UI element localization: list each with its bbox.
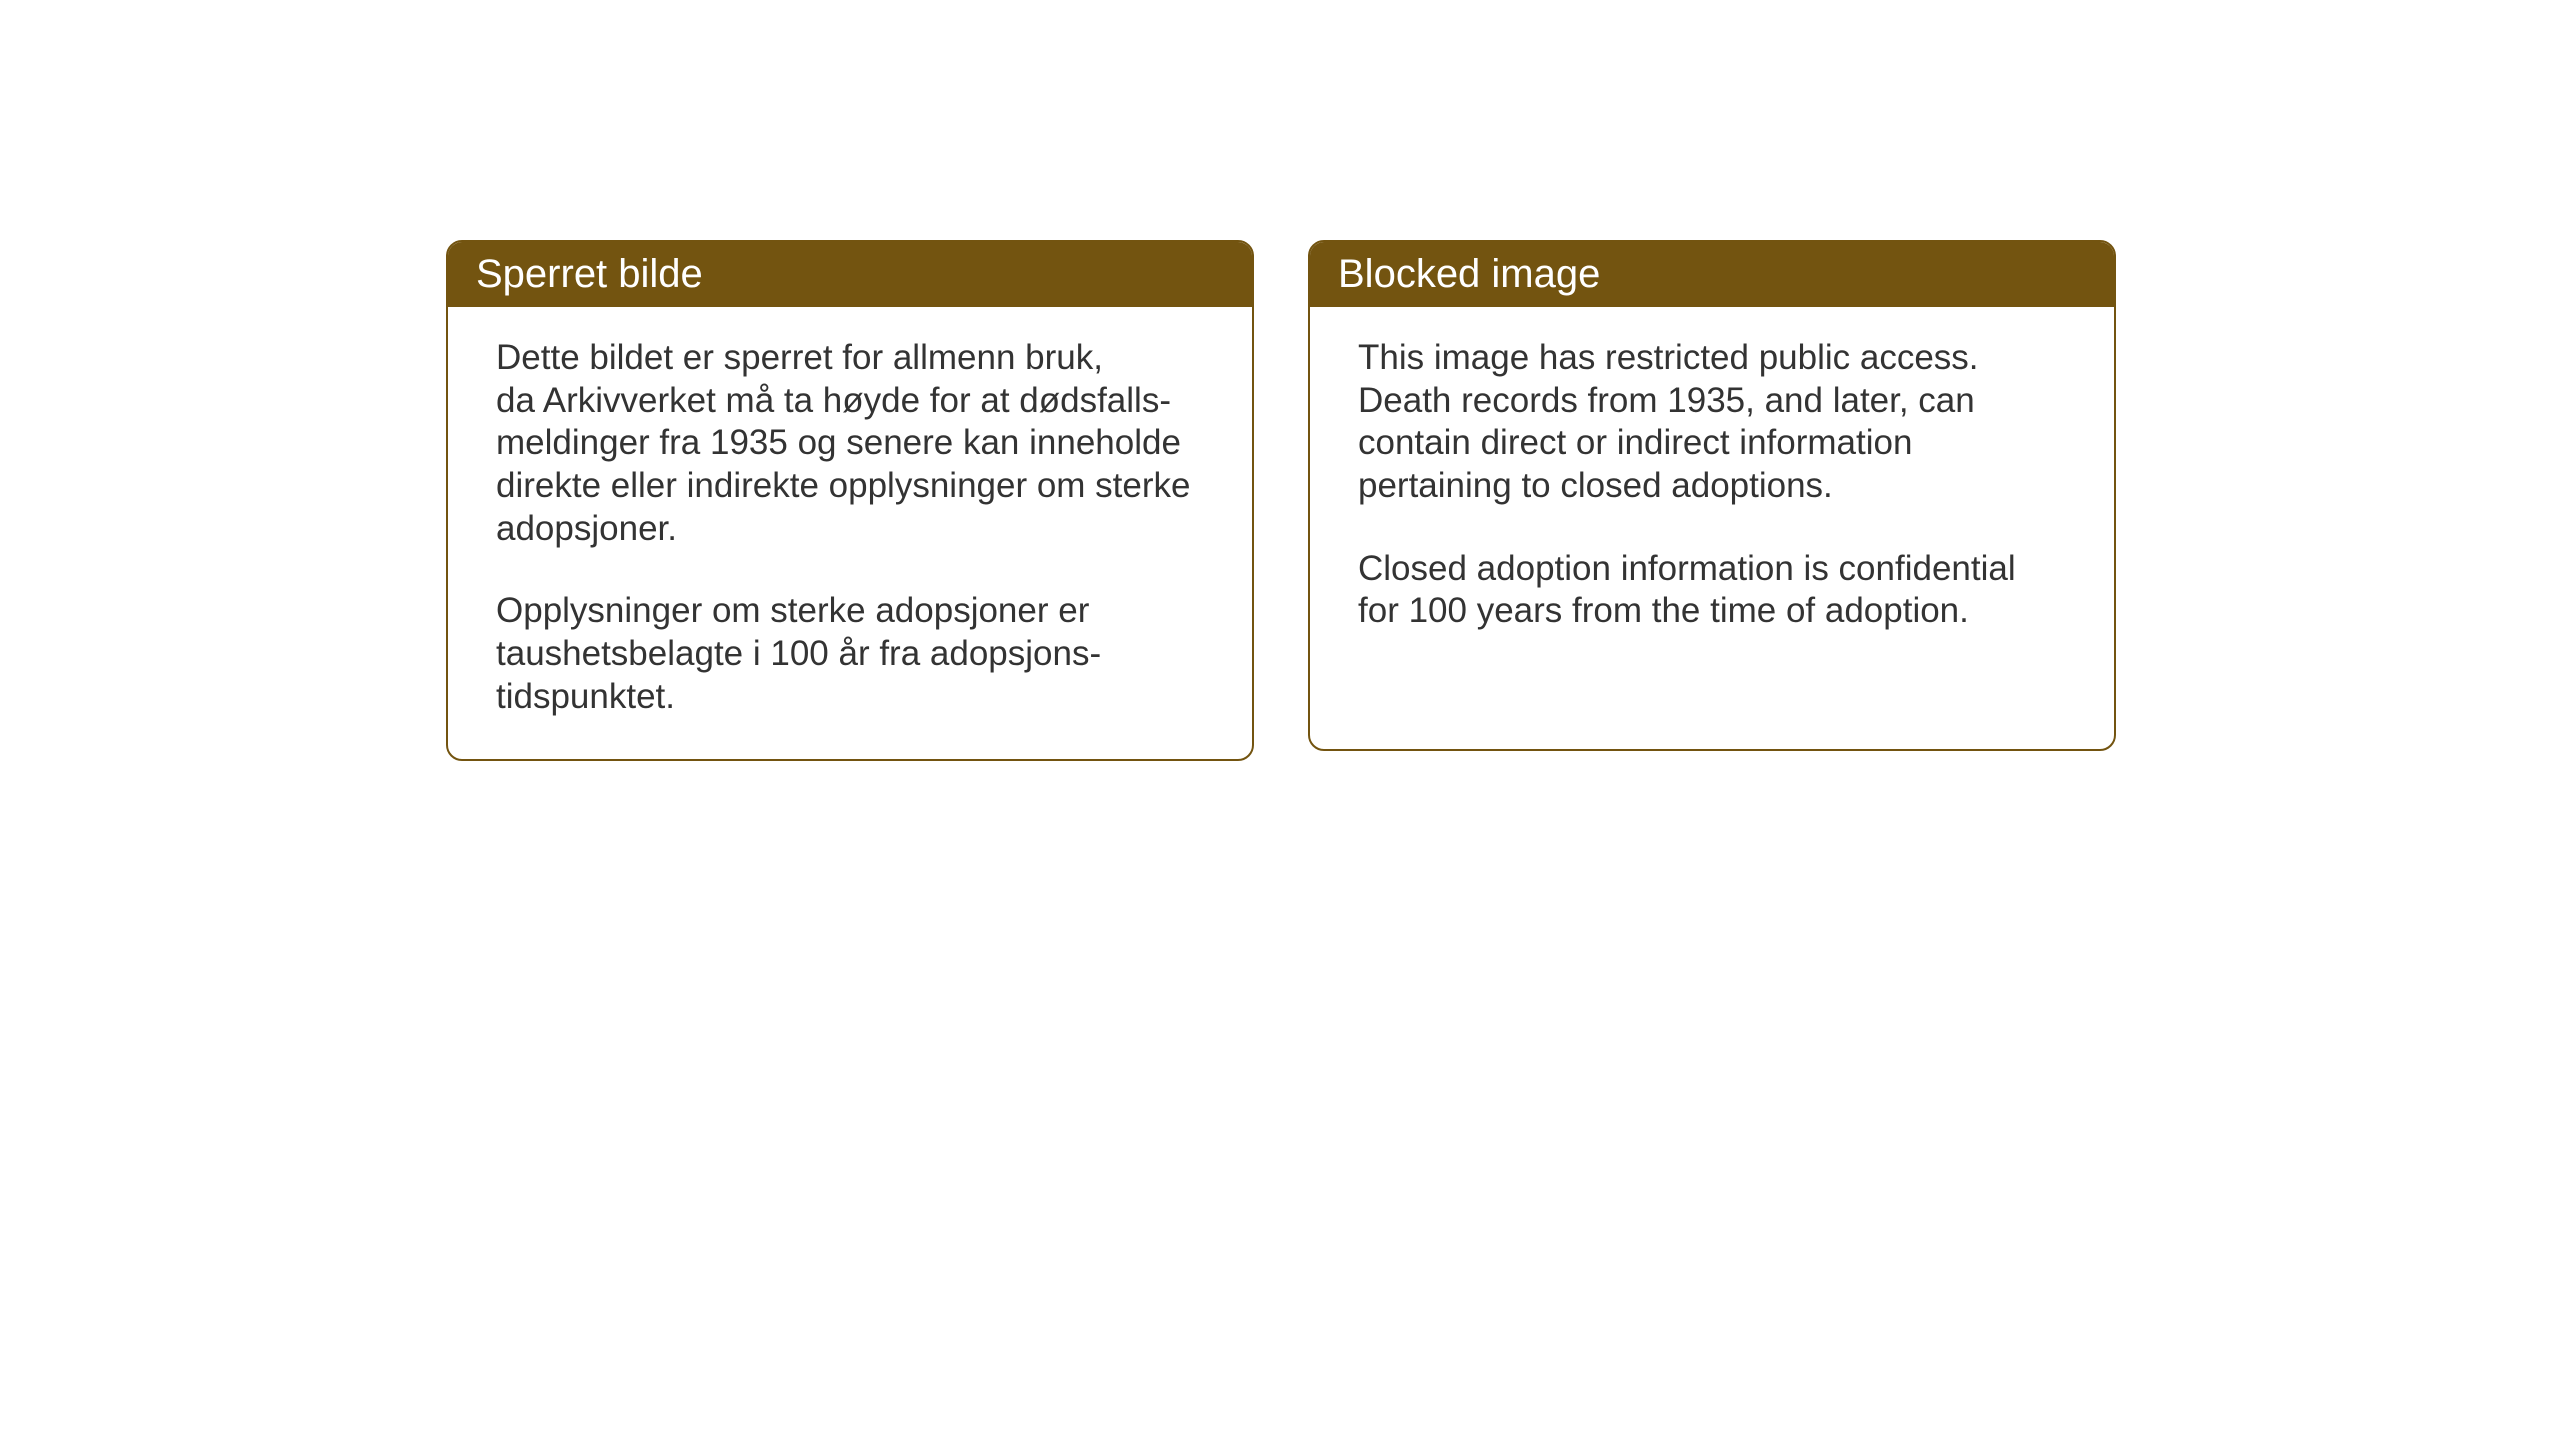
notice-cards-container: Sperret bilde Dette bildet er sperret fo… xyxy=(446,240,2116,761)
english-paragraph-1: This image has restricted public access.… xyxy=(1358,337,2066,508)
norwegian-notice-card: Sperret bilde Dette bildet er sperret fo… xyxy=(446,240,1254,761)
english-card-title: Blocked image xyxy=(1310,242,2114,307)
english-paragraph-2: Closed adoption information is confident… xyxy=(1358,548,2066,633)
english-card-body: This image has restricted public access.… xyxy=(1310,307,2114,673)
norwegian-card-title: Sperret bilde xyxy=(448,242,1252,307)
norwegian-card-body: Dette bildet er sperret for allmenn bruk… xyxy=(448,307,1252,759)
norwegian-paragraph-2: Opplysninger om sterke adopsjoner ertaus… xyxy=(496,590,1204,718)
english-notice-card: Blocked image This image has restricted … xyxy=(1308,240,2116,751)
norwegian-paragraph-1: Dette bildet er sperret for allmenn bruk… xyxy=(496,337,1204,550)
